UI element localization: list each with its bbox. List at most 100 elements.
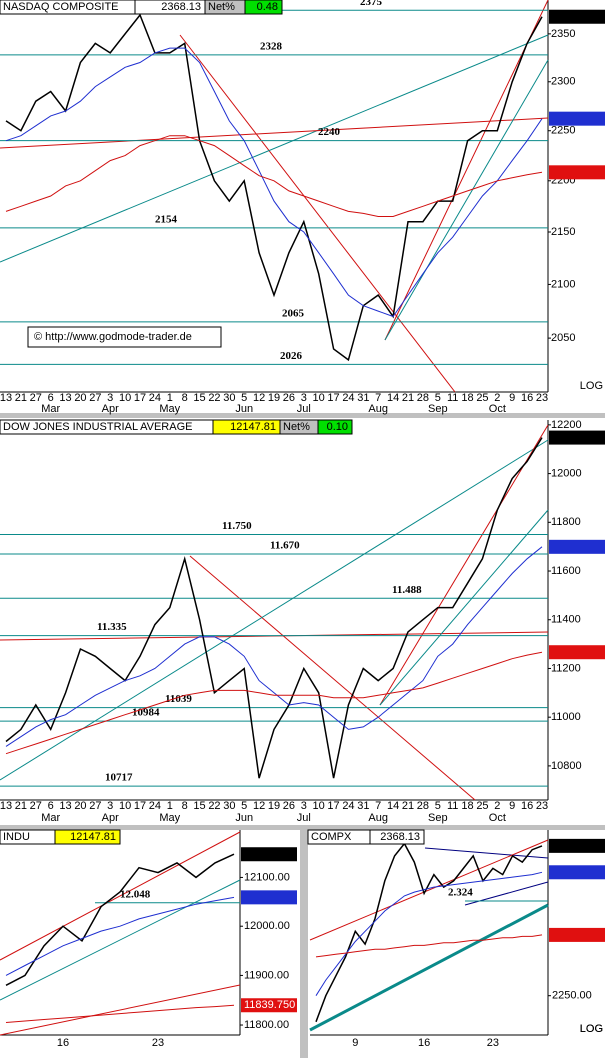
x-tick-label: 5 — [435, 800, 441, 812]
x-tick-label: 9 — [352, 1037, 358, 1049]
x-tick-label: 5 — [241, 392, 247, 404]
watermark: © http://www.godmode-trader.de — [34, 331, 192, 343]
month-label: Sep — [428, 812, 448, 824]
x-tick-label: 18 — [461, 392, 473, 404]
x-tick-label: 10 — [119, 800, 131, 812]
price-line — [5, 437, 543, 779]
y-tick-label: 11800 — [551, 516, 581, 528]
watermark-box — [27, 326, 222, 348]
y-tick-label: 2300 — [551, 76, 575, 88]
x-tick-label: 3 — [301, 800, 307, 812]
x-tick-label: 15 — [193, 392, 205, 404]
y-tick-label: 2050 — [551, 332, 575, 344]
x-tick-label: 13 — [59, 392, 71, 404]
chart-title: COMPX — [311, 831, 352, 843]
level-label: 11039 — [165, 693, 192, 705]
month-label: May — [159, 812, 180, 824]
x-tick-label: 9 — [509, 800, 515, 812]
trend-line — [0, 34, 549, 263]
trend-line — [384, 0, 549, 341]
y-tick-label: 12000 — [551, 467, 582, 479]
x-tick-label: 23 — [536, 800, 548, 812]
x-tick-label: 7 — [375, 800, 381, 812]
x-tick-label: 5 — [241, 800, 247, 812]
x-tick-label: 25 — [476, 392, 488, 404]
x-tick-label: 8 — [182, 800, 188, 812]
x-tick-label: 9 — [509, 392, 515, 404]
month-label: Jul — [297, 812, 311, 824]
moving-average — [5, 47, 543, 318]
y-tick-label: 12200 — [551, 419, 582, 431]
trend-line — [0, 117, 549, 149]
price-tag — [549, 539, 605, 554]
level-label: 2240 — [318, 126, 341, 138]
trend-line — [309, 903, 549, 1032]
trend-line — [379, 509, 549, 706]
price-line — [5, 13, 543, 362]
month-label: Apr — [102, 812, 119, 824]
x-tick-label: 21 — [15, 800, 27, 812]
x-tick-label: 10 — [313, 800, 325, 812]
y-tick-label: 2100 — [551, 278, 575, 290]
x-tick-label: 15 — [193, 800, 205, 812]
x-tick-label: 21 — [402, 392, 414, 404]
month-label: Jul — [297, 403, 311, 415]
x-tick-label: 18 — [461, 800, 473, 812]
price-tag — [549, 838, 605, 853]
x-tick-label: 1 — [167, 800, 173, 812]
x-tick-label: 2 — [494, 392, 500, 404]
x-tick-label: 11 — [447, 800, 458, 812]
price-tag — [241, 998, 297, 1013]
scale-label: LOG — [580, 380, 603, 392]
trend-line — [0, 439, 549, 781]
net-value: 0.48 — [257, 1, 278, 13]
x-tick-label: 24 — [342, 392, 354, 404]
month-label: Mar — [41, 812, 60, 824]
x-tick-label: 6 — [48, 392, 54, 404]
scale-label: LOG — [580, 1023, 603, 1035]
level-label: 10984 — [132, 707, 160, 719]
level-label: 2154 — [155, 213, 178, 225]
price-tag — [549, 865, 605, 880]
x-tick-label: 20 — [74, 800, 86, 812]
y-tick-label: 2250.00 — [552, 990, 592, 1002]
x-tick-label: 17 — [327, 392, 339, 404]
net-box — [317, 419, 353, 435]
separator — [0, 413, 605, 418]
price-tag — [549, 927, 605, 942]
x-tick-label: 27 — [30, 392, 42, 404]
y-tick-label: 11400 — [551, 614, 581, 626]
x-tick-label: 17 — [327, 800, 339, 812]
x-tick-label: 11 — [447, 392, 458, 404]
x-tick-label: 22 — [208, 392, 220, 404]
level-label: 2065 — [282, 307, 305, 319]
y-tick-label: 11200 — [551, 662, 581, 674]
x-tick-label: 28 — [417, 392, 429, 404]
x-tick-label: 13 — [59, 800, 71, 812]
x-tick-label: 16 — [418, 1037, 430, 1049]
x-tick-label: 26 — [283, 392, 295, 404]
chart-title: NASDAQ COMPOSITE — [3, 1, 119, 13]
x-tick-label: 21 — [402, 800, 414, 812]
y-tick-label: 2350 — [551, 28, 575, 40]
price-tag — [549, 165, 605, 180]
price-line — [315, 842, 543, 1023]
x-tick-label: 30 — [223, 800, 235, 812]
last-value: 12147.81 — [70, 831, 116, 843]
x-tick-label: 13 — [0, 800, 12, 812]
level-label: 2375 — [360, 0, 383, 8]
level-label: 11.335 — [97, 621, 127, 633]
month-label: Jun — [235, 812, 253, 824]
trend-line — [0, 984, 241, 1036]
x-tick-label: 16 — [57, 1037, 69, 1049]
price-tag — [241, 847, 297, 862]
x-tick-label: 19 — [268, 800, 280, 812]
net-box — [244, 0, 283, 15]
x-tick-label: 22 — [208, 800, 220, 812]
month-label: Aug — [368, 403, 388, 415]
month-label: Aug — [368, 812, 388, 824]
x-tick-label: 16 — [521, 800, 533, 812]
chart-title: DOW JONES INDUSTRIAL AVERAGE — [3, 421, 192, 433]
chart-title: INDU — [3, 831, 30, 843]
